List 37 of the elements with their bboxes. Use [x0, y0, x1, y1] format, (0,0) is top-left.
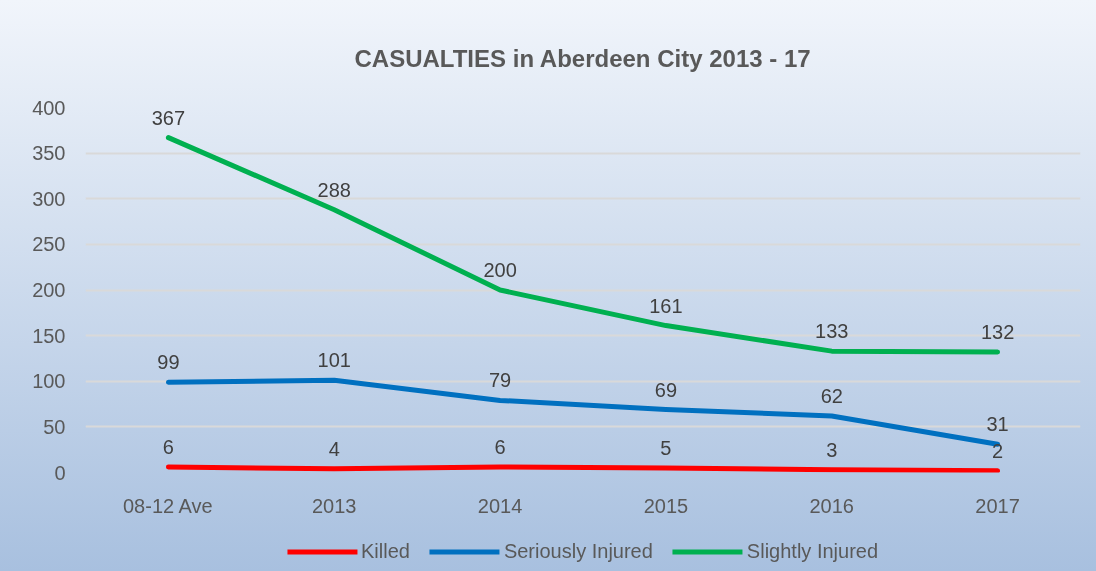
- data-label: 2: [992, 439, 1004, 462]
- data-label: 367: [151, 106, 186, 129]
- data-label: 101: [317, 349, 351, 372]
- data-label: 6: [162, 436, 174, 459]
- data-label: 5: [660, 436, 672, 459]
- x-tick-label: 2014: [477, 494, 523, 517]
- y-tick-label: 50: [43, 415, 66, 438]
- y-tick-label: 400: [32, 96, 66, 119]
- y-tick-label: 0: [54, 461, 66, 484]
- y-tick-label: 300: [32, 187, 66, 210]
- data-label: 79: [488, 369, 512, 392]
- data-label: 3: [826, 438, 838, 461]
- data-label: 133: [815, 320, 849, 343]
- y-tick-label: 200: [32, 279, 66, 301]
- x-tick-label: 08-12 Ave: [123, 494, 213, 517]
- legend-label: Slightly Injured: [746, 539, 879, 563]
- data-label: 161: [649, 294, 683, 317]
- legend-label: Seriously Injured: [503, 539, 653, 563]
- y-tick-label: 350: [32, 142, 66, 165]
- data-label: 99: [157, 351, 180, 374]
- x-tick-label: 2015: [643, 494, 689, 517]
- data-label: 62: [820, 384, 843, 407]
- data-label: 4: [328, 437, 340, 460]
- chart-title: CASUALTIES in Aberdeen City 2013 - 17: [354, 44, 811, 72]
- data-label: 288: [317, 178, 351, 201]
- data-label: 200: [483, 259, 517, 281]
- y-tick-label: 150: [32, 324, 66, 347]
- x-tick-label: 2013: [312, 494, 357, 517]
- y-tick-label: 250: [32, 233, 66, 256]
- y-tick-label: 100: [32, 370, 66, 393]
- x-tick-label: 2017: [975, 494, 1020, 517]
- data-label: 31: [986, 413, 1009, 436]
- data-label: 132: [980, 321, 1015, 344]
- x-tick-label: 2016: [809, 494, 854, 517]
- data-label: 6: [494, 436, 506, 459]
- legend-label: Killed: [360, 539, 410, 563]
- data-label: 69: [654, 378, 678, 401]
